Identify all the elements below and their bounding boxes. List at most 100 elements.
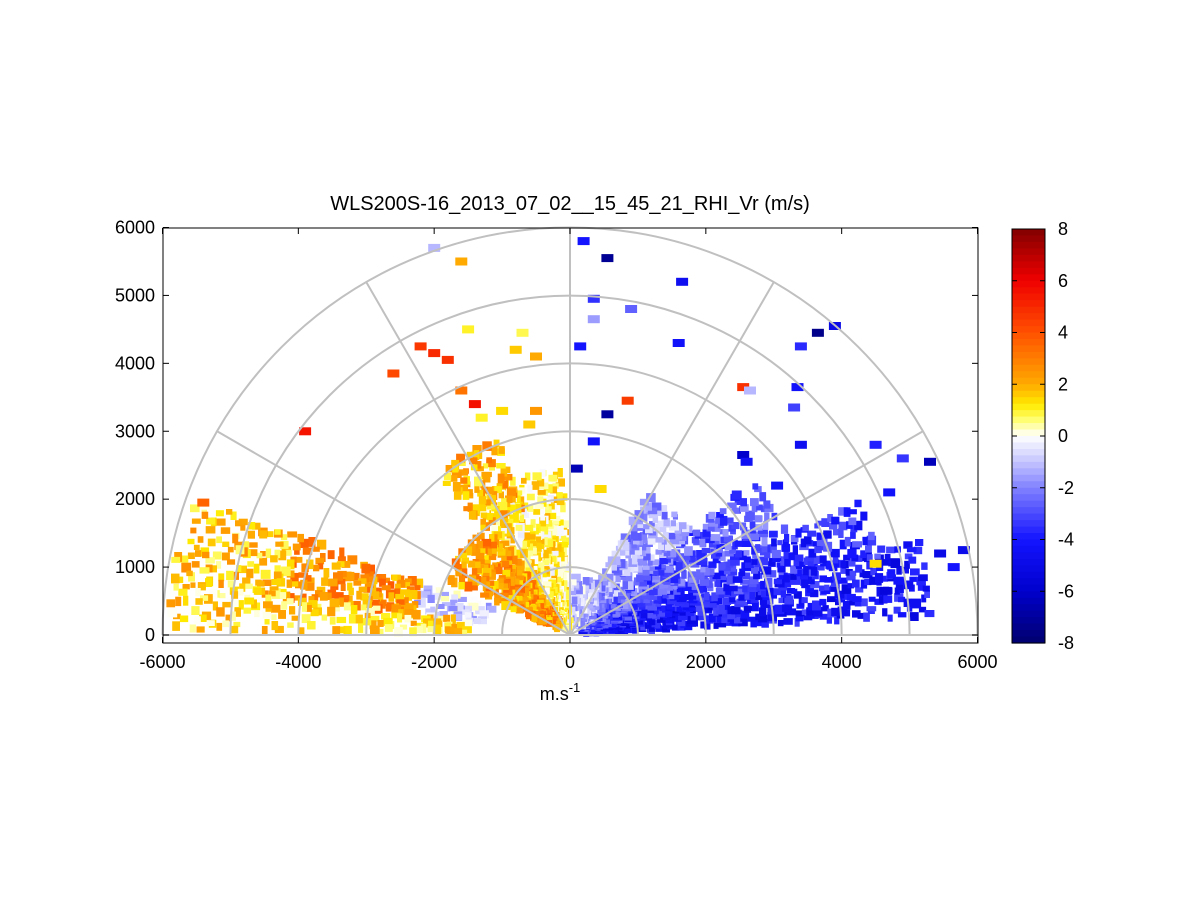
data-gate <box>287 531 298 538</box>
data-gate <box>751 559 758 565</box>
colorbar-swatch <box>1012 403 1045 411</box>
data-gate <box>711 592 718 602</box>
x-axis-label-exponent: -1 <box>569 680 581 695</box>
data-gate <box>485 499 491 506</box>
data-gate <box>261 590 269 598</box>
data-gate <box>898 596 906 603</box>
data-gate <box>313 546 320 552</box>
data-gate <box>529 527 539 535</box>
data-gate <box>655 567 665 576</box>
data-gate <box>699 538 706 548</box>
data-gate <box>384 624 393 632</box>
data-gate <box>709 599 717 608</box>
data-gate <box>731 522 740 530</box>
data-gate <box>947 563 960 572</box>
data-gate <box>761 619 769 628</box>
data-gate <box>679 528 690 537</box>
data-gate <box>542 559 549 566</box>
data-gate <box>486 512 493 520</box>
data-gate <box>477 489 484 497</box>
data-gate <box>475 466 484 472</box>
data-gate <box>486 548 492 557</box>
data-gate <box>468 602 479 611</box>
data-gate <box>486 459 496 468</box>
radial-spoke <box>365 281 571 636</box>
axes: -6000 -4000 -2000 0 2000 4000 6000 0 1000 2000 300… <box>115 218 998 673</box>
data-gate <box>513 587 520 595</box>
data-gate <box>486 605 497 613</box>
data-gate <box>400 582 410 588</box>
data-gate <box>496 406 509 415</box>
data-gate <box>820 560 828 567</box>
data-gate <box>664 608 672 618</box>
data-gate <box>783 550 789 559</box>
data-gate <box>377 620 384 627</box>
data-gate <box>678 611 688 621</box>
data-gate <box>372 605 381 611</box>
data-gate <box>518 496 525 504</box>
data-gate <box>270 555 278 563</box>
data-gate <box>704 534 715 544</box>
data-gate <box>202 551 210 559</box>
data-gate <box>530 594 538 604</box>
data-gate <box>456 453 466 463</box>
data-gate <box>757 614 768 623</box>
data-gate <box>472 561 481 571</box>
data-gate <box>182 584 190 590</box>
data-gate <box>571 596 578 605</box>
data-gate <box>855 587 864 593</box>
data-gate <box>197 536 204 543</box>
data-gate <box>369 591 380 600</box>
data-gate <box>537 489 546 495</box>
x-tick-label: -2000 <box>411 652 457 672</box>
data-gate <box>649 521 655 527</box>
x-tick-label: 6000 <box>957 652 997 672</box>
data-gate <box>414 342 427 351</box>
data-gate <box>301 614 311 623</box>
data-gate <box>640 550 647 557</box>
data-gate <box>682 594 689 601</box>
data-gate <box>700 566 706 573</box>
data-gate <box>512 530 518 540</box>
data-gate <box>664 565 674 573</box>
data-gate <box>896 454 909 463</box>
data-gate <box>747 583 758 592</box>
data-gate <box>716 512 724 518</box>
data-gate <box>708 565 715 576</box>
data-gate <box>492 513 501 520</box>
data-gate <box>503 547 509 555</box>
data-gate <box>502 569 511 578</box>
data-gate <box>837 577 848 584</box>
data-gate <box>353 572 360 581</box>
data-gate <box>812 541 821 547</box>
data-gate <box>855 555 863 562</box>
data-gate <box>370 599 380 607</box>
data-gate <box>524 550 533 557</box>
data-gate <box>742 572 751 580</box>
data-gate <box>323 568 330 578</box>
data-gate <box>530 352 542 361</box>
data-gate <box>678 577 685 586</box>
data-gate <box>339 598 349 606</box>
data-gate <box>699 595 708 602</box>
data-gate <box>866 554 873 561</box>
data-gate <box>492 580 499 590</box>
data-gate <box>248 549 258 557</box>
data-gate <box>340 583 346 591</box>
data-gate <box>643 553 651 561</box>
data-gate <box>178 588 188 596</box>
data-gate <box>848 517 857 526</box>
data-gate <box>827 596 836 603</box>
data-gate <box>483 555 489 561</box>
data-gate <box>957 546 970 555</box>
data-gate <box>784 595 794 605</box>
data-gate <box>727 611 737 620</box>
data-gate <box>455 602 464 612</box>
data-gate <box>734 498 743 505</box>
data-gate <box>458 484 468 494</box>
data-gate <box>471 504 481 514</box>
data-gate <box>216 561 222 569</box>
data-gate <box>560 502 566 513</box>
data-gate <box>639 543 647 551</box>
data-gate <box>631 555 638 565</box>
